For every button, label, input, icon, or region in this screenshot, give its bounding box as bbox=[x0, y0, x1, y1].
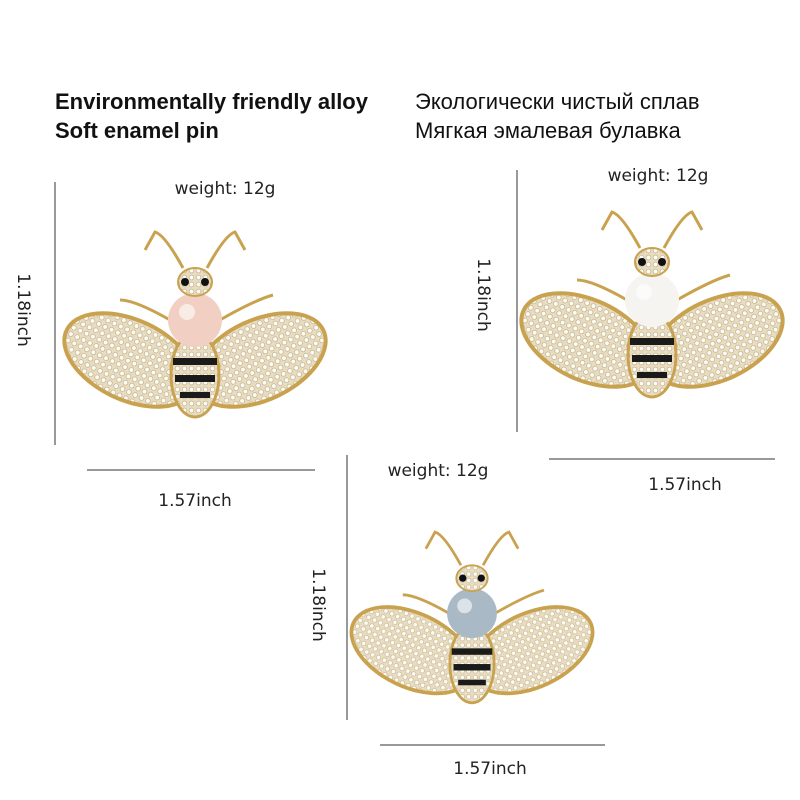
bee-brooch-pink bbox=[47, 230, 343, 428]
heading-english-1: Environmentally friendly alloy bbox=[55, 89, 369, 114]
height-label: 1.18inch bbox=[473, 258, 493, 331]
heading-english-2: Soft enamel pin bbox=[55, 118, 219, 143]
width-label: 1.57inch bbox=[453, 759, 526, 779]
weight-label: weight: 12g bbox=[175, 179, 276, 199]
bee-brooch-blue bbox=[335, 530, 609, 713]
heading-russian-1: Экологически чистый сплав bbox=[415, 89, 700, 114]
width-label: 1.57inch bbox=[158, 491, 231, 511]
weight-label: weight: 12g bbox=[608, 166, 709, 186]
height-label: 1.18inch bbox=[308, 568, 328, 641]
bee-brooch-white bbox=[504, 210, 800, 408]
width-label: 1.57inch bbox=[648, 475, 721, 495]
weight-label: weight: 12g bbox=[388, 461, 489, 481]
heading-russian-2: Мягкая эмалевая булавка bbox=[415, 118, 681, 143]
height-label: 1.18inch bbox=[13, 273, 33, 346]
